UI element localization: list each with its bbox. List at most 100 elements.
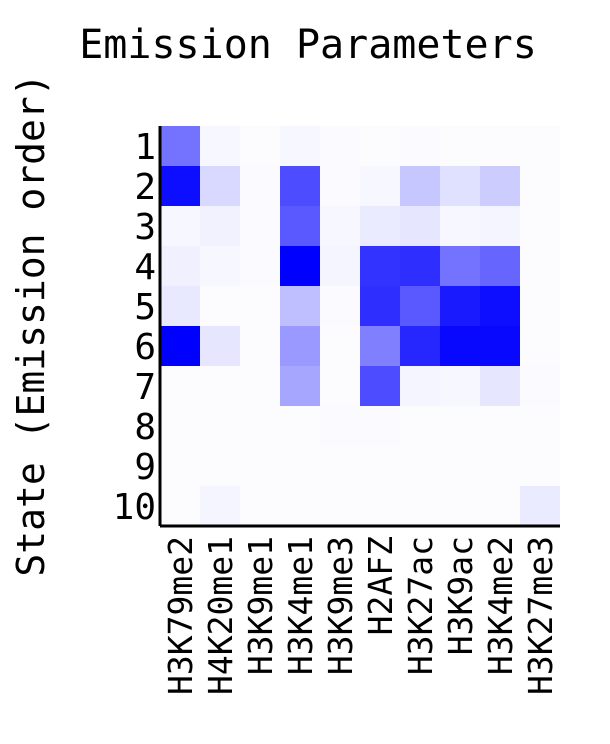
heatmap-cell (160, 166, 200, 206)
heatmap-cell (440, 366, 480, 406)
row-label: 10 (113, 487, 156, 528)
heatmap-cell (280, 326, 320, 366)
heatmap-cell (520, 246, 560, 286)
column-label: H3K27ac (401, 536, 440, 675)
heatmap-cell (240, 446, 280, 486)
heatmap-cell (520, 206, 560, 246)
heatmap-cell (520, 326, 560, 366)
heatmap-cell (160, 486, 200, 526)
row-label: 1 (134, 127, 156, 168)
heatmap-cell (400, 486, 440, 526)
row-label: 5 (134, 287, 156, 328)
heatmap-cell (520, 126, 560, 166)
column-labels: H3K79me2 H4K20me1 H3K9me1 H3K4me1 H3K9me3 H2A… (161, 536, 560, 695)
heatmap-cell (240, 206, 280, 246)
heatmap-cell (200, 206, 240, 246)
heatmap-cell (240, 366, 280, 406)
heatmap-cell (520, 166, 560, 206)
heatmap-cell (280, 206, 320, 246)
row-label: 3 (134, 207, 156, 248)
row-label: 8 (134, 407, 156, 448)
row-label: 4 (134, 247, 156, 288)
heatmap-cell (160, 366, 200, 406)
heatmap-cell (400, 126, 440, 166)
heatmap-cell (200, 446, 240, 486)
heatmap-cell (400, 406, 440, 446)
heatmap-cell (240, 486, 280, 526)
heatmap-cell (160, 406, 200, 446)
heatmap-cell (200, 406, 240, 446)
heatmap-cell (360, 406, 400, 446)
heatmap-cell (320, 446, 360, 486)
heatmap-cell (520, 486, 560, 526)
heatmap-cell (240, 246, 280, 286)
heatmap-cell (200, 246, 240, 286)
heatmap-cell (200, 486, 240, 526)
chart-title: Emission Parameters (79, 22, 537, 68)
heatmap-cell (480, 206, 520, 246)
heatmap-cell (360, 446, 400, 486)
heatmap-cell (400, 166, 440, 206)
column-label: H2AFZ (361, 536, 400, 635)
heatmap-cell (400, 326, 440, 366)
heatmap-cell (440, 326, 480, 366)
heatmap-cell (440, 206, 480, 246)
heatmap-cell (440, 246, 480, 286)
heatmap-cell (480, 486, 520, 526)
heatmap-cell (320, 166, 360, 206)
heatmap-cell (400, 286, 440, 326)
column-label: H4K20me1 (201, 536, 240, 695)
heatmap-cell (440, 406, 480, 446)
column-label: H3K4me1 (281, 536, 320, 675)
heatmap-cell (360, 486, 400, 526)
heatmap-cell (400, 366, 440, 406)
heatmap-cell (160, 446, 200, 486)
heatmap-cell (160, 126, 200, 166)
heatmap-cell (440, 446, 480, 486)
column-label: H3K9me1 (241, 536, 280, 675)
heatmap-cell (240, 126, 280, 166)
column-label: H3K9ac (441, 536, 480, 655)
column-label: H3K27me3 (521, 536, 560, 695)
heatmap-cell (440, 166, 480, 206)
column-label: H3K79me2 (161, 536, 200, 695)
heatmap-cell (200, 166, 240, 206)
heatmap-cell (320, 126, 360, 166)
heatmap-cell (440, 126, 480, 166)
heatmap-cell (520, 366, 560, 406)
heatmap-cell (400, 206, 440, 246)
heatmap-cell (360, 246, 400, 286)
heatmap-cells (160, 126, 560, 526)
heatmap-cell (520, 446, 560, 486)
heatmap-cell (360, 126, 400, 166)
heatmap-cell (320, 406, 360, 446)
heatmap-cell (240, 286, 280, 326)
heatmap-cell (280, 286, 320, 326)
heatmap-cell (480, 366, 520, 406)
heatmap-cell (480, 406, 520, 446)
heatmap-cell (240, 406, 280, 446)
row-label: 2 (134, 167, 156, 208)
heatmap-cell (480, 326, 520, 366)
heatmap-cell (440, 486, 480, 526)
heatmap-cell (280, 406, 320, 446)
heatmap-cell (400, 446, 440, 486)
column-label: H3K9me3 (321, 536, 360, 675)
heatmap-cell (200, 326, 240, 366)
row-label: 9 (134, 447, 156, 488)
heatmap-cell (280, 246, 320, 286)
heatmap-cell (520, 286, 560, 326)
heatmap-cell (200, 126, 240, 166)
heatmap-cell (160, 206, 200, 246)
heatmap-cell (240, 166, 280, 206)
heatmap-cell (280, 126, 320, 166)
heatmap-cell (200, 366, 240, 406)
heatmap-cell (280, 166, 320, 206)
heatmap-cell (320, 206, 360, 246)
heatmap-cell (360, 206, 400, 246)
heatmap-cell (440, 286, 480, 326)
heatmap-cell (160, 286, 200, 326)
heatmap-cell (360, 286, 400, 326)
